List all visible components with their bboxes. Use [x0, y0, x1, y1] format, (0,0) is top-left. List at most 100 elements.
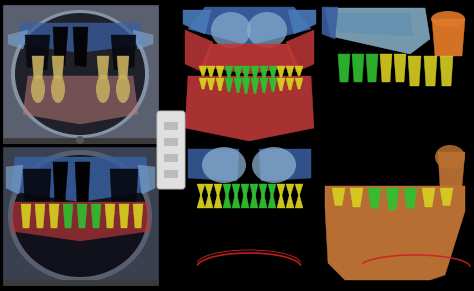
Polygon shape [49, 204, 59, 228]
Polygon shape [53, 162, 68, 204]
Polygon shape [250, 189, 258, 208]
Polygon shape [440, 56, 453, 86]
Polygon shape [32, 56, 44, 79]
Polygon shape [338, 54, 350, 82]
Polygon shape [75, 162, 90, 204]
Polygon shape [404, 188, 417, 208]
Polygon shape [197, 184, 205, 196]
Polygon shape [6, 165, 23, 194]
Polygon shape [269, 78, 277, 92]
Polygon shape [188, 7, 311, 44]
Bar [3, 147, 158, 285]
Polygon shape [199, 78, 207, 89]
Polygon shape [199, 66, 207, 76]
Polygon shape [242, 66, 250, 80]
Polygon shape [251, 78, 259, 93]
Polygon shape [269, 66, 277, 78]
Polygon shape [225, 66, 233, 78]
Ellipse shape [96, 75, 110, 103]
Polygon shape [424, 56, 437, 86]
Polygon shape [63, 204, 73, 228]
Polygon shape [234, 78, 242, 93]
Polygon shape [23, 169, 51, 207]
Polygon shape [325, 8, 430, 54]
Polygon shape [97, 56, 109, 79]
Ellipse shape [51, 75, 65, 103]
Polygon shape [234, 66, 242, 79]
Polygon shape [250, 184, 258, 201]
Polygon shape [368, 188, 381, 208]
Ellipse shape [116, 75, 130, 103]
Polygon shape [295, 78, 303, 89]
Ellipse shape [76, 136, 84, 144]
Ellipse shape [11, 10, 149, 138]
Polygon shape [23, 76, 138, 124]
Polygon shape [251, 66, 259, 80]
Ellipse shape [15, 13, 145, 135]
Polygon shape [422, 188, 435, 207]
Polygon shape [183, 10, 211, 34]
Polygon shape [119, 204, 129, 228]
Polygon shape [259, 189, 267, 208]
Bar [164, 138, 178, 146]
Polygon shape [110, 169, 138, 207]
Polygon shape [268, 191, 276, 208]
Polygon shape [438, 152, 465, 186]
Bar [3, 138, 158, 143]
Bar [164, 122, 178, 130]
Polygon shape [332, 188, 345, 205]
Polygon shape [286, 30, 314, 72]
Polygon shape [241, 189, 249, 208]
Bar [3, 280, 158, 285]
Polygon shape [207, 66, 215, 77]
Polygon shape [295, 194, 303, 208]
Polygon shape [133, 204, 143, 228]
Polygon shape [366, 54, 378, 82]
Polygon shape [53, 27, 68, 67]
Polygon shape [286, 78, 294, 90]
Polygon shape [242, 78, 250, 93]
Polygon shape [288, 10, 316, 34]
Polygon shape [386, 188, 399, 210]
Polygon shape [277, 184, 285, 198]
Ellipse shape [202, 147, 246, 183]
Polygon shape [259, 184, 267, 200]
Polygon shape [380, 54, 392, 82]
Ellipse shape [431, 11, 465, 27]
Polygon shape [214, 184, 222, 198]
Polygon shape [286, 184, 294, 198]
Polygon shape [73, 27, 88, 67]
FancyBboxPatch shape [157, 111, 185, 189]
Ellipse shape [435, 145, 465, 169]
Ellipse shape [252, 147, 296, 183]
Polygon shape [201, 44, 298, 74]
Polygon shape [440, 188, 453, 205]
Polygon shape [225, 78, 233, 92]
Polygon shape [207, 78, 215, 90]
Polygon shape [260, 78, 268, 93]
Polygon shape [241, 184, 249, 201]
Polygon shape [105, 204, 115, 228]
Polygon shape [335, 13, 413, 36]
Polygon shape [138, 165, 155, 194]
Polygon shape [259, 149, 311, 181]
Polygon shape [216, 66, 224, 77]
Polygon shape [188, 149, 239, 181]
Polygon shape [117, 56, 129, 79]
Bar [164, 170, 178, 178]
Polygon shape [295, 66, 303, 76]
Polygon shape [260, 66, 268, 79]
Polygon shape [408, 56, 421, 86]
Polygon shape [77, 204, 87, 228]
Polygon shape [432, 19, 465, 56]
Polygon shape [52, 56, 64, 79]
Polygon shape [325, 186, 465, 280]
Polygon shape [91, 204, 101, 228]
Polygon shape [350, 188, 363, 207]
Polygon shape [11, 157, 150, 201]
Ellipse shape [8, 150, 152, 282]
Polygon shape [197, 194, 205, 208]
Ellipse shape [211, 12, 251, 48]
Bar [164, 154, 178, 162]
Polygon shape [21, 204, 31, 228]
